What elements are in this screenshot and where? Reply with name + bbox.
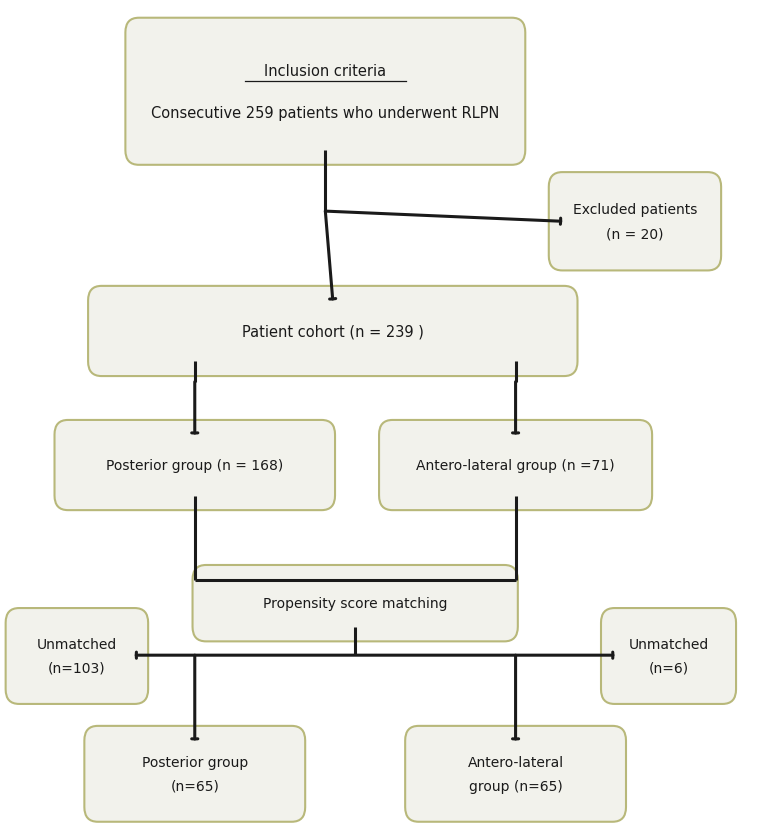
Text: Antero-lateral group (n =71): Antero-lateral group (n =71) bbox=[416, 459, 615, 473]
Text: Consecutive 259 patients who underwent RLPN: Consecutive 259 patients who underwent R… bbox=[151, 106, 500, 121]
Text: (n=6): (n=6) bbox=[649, 662, 689, 675]
Text: group (n=65): group (n=65) bbox=[469, 779, 562, 793]
Text: (n=103): (n=103) bbox=[48, 662, 106, 675]
Text: Propensity score matching: Propensity score matching bbox=[263, 596, 448, 610]
FancyBboxPatch shape bbox=[54, 421, 335, 511]
FancyBboxPatch shape bbox=[5, 609, 148, 704]
FancyBboxPatch shape bbox=[405, 726, 626, 821]
Text: Unmatched: Unmatched bbox=[628, 638, 708, 651]
Text: Excluded patients: Excluded patients bbox=[573, 203, 697, 217]
Text: Posterior group (n = 168): Posterior group (n = 168) bbox=[106, 459, 283, 473]
Text: Antero-lateral: Antero-lateral bbox=[467, 755, 564, 769]
Text: (n=65): (n=65) bbox=[171, 779, 220, 793]
FancyBboxPatch shape bbox=[601, 609, 736, 704]
FancyBboxPatch shape bbox=[125, 19, 526, 166]
FancyBboxPatch shape bbox=[193, 566, 518, 642]
FancyBboxPatch shape bbox=[84, 726, 305, 821]
FancyBboxPatch shape bbox=[88, 286, 578, 377]
Text: Unmatched: Unmatched bbox=[37, 638, 117, 651]
Text: Inclusion criteria: Inclusion criteria bbox=[264, 64, 386, 79]
FancyBboxPatch shape bbox=[549, 173, 721, 271]
FancyBboxPatch shape bbox=[379, 421, 652, 511]
Text: (n = 20): (n = 20) bbox=[606, 228, 664, 242]
Text: Patient cohort (n = 239 ): Patient cohort (n = 239 ) bbox=[242, 324, 424, 339]
Text: Posterior group: Posterior group bbox=[142, 755, 248, 769]
